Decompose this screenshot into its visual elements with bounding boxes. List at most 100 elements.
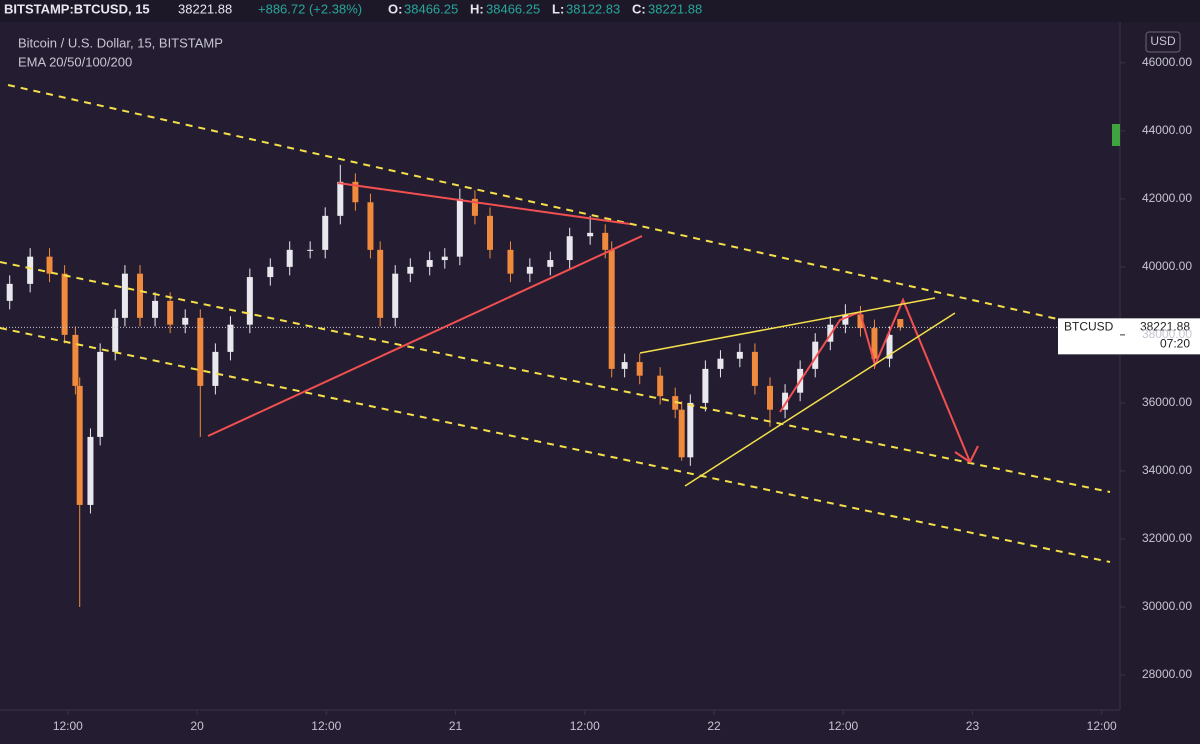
x-tick-label: 12:00: [828, 719, 858, 733]
x-tick-label: 23: [966, 719, 980, 733]
c-label: C:: [632, 1, 646, 16]
candle-body: [137, 273, 143, 318]
candle-body: [27, 256, 34, 284]
candle-body: [72, 334, 79, 386]
legend-indicator: EMA 20/50/100/200: [18, 54, 132, 69]
y-tick-label: 36000.00: [1142, 395, 1192, 409]
header-bar: [0, 0, 1200, 22]
candle-body: [871, 328, 878, 359]
candle-body: [702, 368, 709, 403]
h-label: H:: [470, 1, 484, 16]
price-tag-symbol: BTCUSD: [1064, 320, 1114, 334]
candle-body: [97, 351, 104, 437]
x-tick-label: 12:00: [53, 719, 83, 733]
candle-body: [767, 385, 773, 410]
change: +886.72 (+2.38%): [258, 1, 362, 16]
candle-body: [897, 319, 904, 328]
trend-line: [207, 235, 643, 437]
candle-body: [678, 409, 685, 458]
y-tick-label: 46000.00: [1142, 55, 1192, 69]
price-tag-price: 38221.88: [1140, 320, 1190, 334]
candle-body: [322, 215, 329, 250]
x-tick-label: 12:00: [570, 719, 600, 733]
indicator-flag: [1112, 124, 1120, 146]
price-tag-countdown: 07:20: [1160, 337, 1190, 351]
c: 38221.88: [648, 1, 702, 16]
candle-body: [426, 260, 433, 267]
candle-body: [487, 215, 493, 250]
currency-box[interactable]: [1145, 31, 1181, 53]
channel-line: [7, 84, 1063, 321]
candle-body: [441, 256, 448, 261]
drawings: [0, 84, 1111, 563]
candle-body: [76, 385, 83, 505]
arrow-head: [954, 445, 979, 464]
candle-body: [182, 317, 189, 325]
candle-body: [687, 402, 694, 458]
y-tick-label: 38000.00: [1142, 327, 1192, 341]
price-tag-box: [1058, 318, 1200, 355]
o: 38466.25: [404, 1, 458, 16]
price-axis: [1120, 22, 1200, 744]
candle-body: [337, 181, 344, 216]
candle-body: [121, 273, 128, 318]
candle-body: [842, 314, 849, 325]
projection: [779, 297, 971, 463]
legend-title: Bitcoin / U.S. Dollar, 15, BITSTAMP: [18, 35, 223, 50]
candle-body: [267, 266, 274, 278]
candle-body: [608, 249, 615, 369]
candle-body: [197, 317, 204, 386]
candle-body: [857, 314, 864, 329]
candle-body: [246, 277, 253, 325]
candle-body: [566, 236, 573, 261]
candle-body: [286, 249, 293, 267]
candle-body: [886, 334, 893, 359]
candle-body: [152, 300, 159, 318]
x-tick-label: 12:00: [1087, 719, 1117, 733]
candle-body: [657, 375, 664, 397]
candle-body: [636, 362, 643, 376]
candle-body: [526, 266, 533, 274]
candle-body: [812, 341, 819, 369]
candle-body: [6, 283, 13, 301]
channel-line: [0, 261, 1111, 493]
candle-body: [407, 266, 414, 274]
red-lines: [207, 182, 979, 464]
last: 38221.88: [178, 1, 232, 16]
candle-body: [167, 300, 174, 325]
price-tag: BTCUSD 38221.88 07:20: [1058, 318, 1200, 355]
candle-body: [352, 181, 359, 203]
y-tick-label: 32000.00: [1142, 531, 1192, 545]
y-tick-label: 40000.00: [1142, 259, 1192, 273]
l: 38122.83: [566, 1, 620, 16]
candle-body: [736, 351, 743, 359]
candle-body: [392, 273, 399, 318]
x-tick-label: 20: [190, 719, 204, 733]
candle-body: [717, 358, 724, 369]
y-tick-label: 42000.00: [1142, 191, 1192, 205]
candle-body: [782, 392, 789, 410]
candle-body: [456, 198, 463, 257]
candle-body: [307, 249, 314, 251]
wedge: [639, 297, 956, 487]
candle-body: [507, 249, 514, 274]
wedge-line: [639, 297, 936, 354]
candle-body: [61, 273, 68, 335]
x-tick-label: 21: [449, 719, 463, 733]
o-label: O:: [388, 1, 402, 16]
currency[interactable]: USD: [1150, 34, 1176, 48]
candle-body: [602, 232, 609, 250]
candle-body: [547, 260, 554, 267]
x-tick-label: 22: [707, 719, 721, 733]
wedge-line: [684, 312, 956, 487]
candles: [0, 164, 1120, 607]
candle-body: [471, 198, 478, 216]
y-tick-label: 28000.00: [1142, 667, 1192, 681]
channel: [0, 84, 1111, 563]
symbol: BITSTAMP:BTCUSD, 15: [4, 1, 150, 16]
candle-body: [587, 232, 594, 237]
y-tick-label: 30000.00: [1142, 599, 1192, 613]
l-label: L:: [552, 1, 564, 16]
